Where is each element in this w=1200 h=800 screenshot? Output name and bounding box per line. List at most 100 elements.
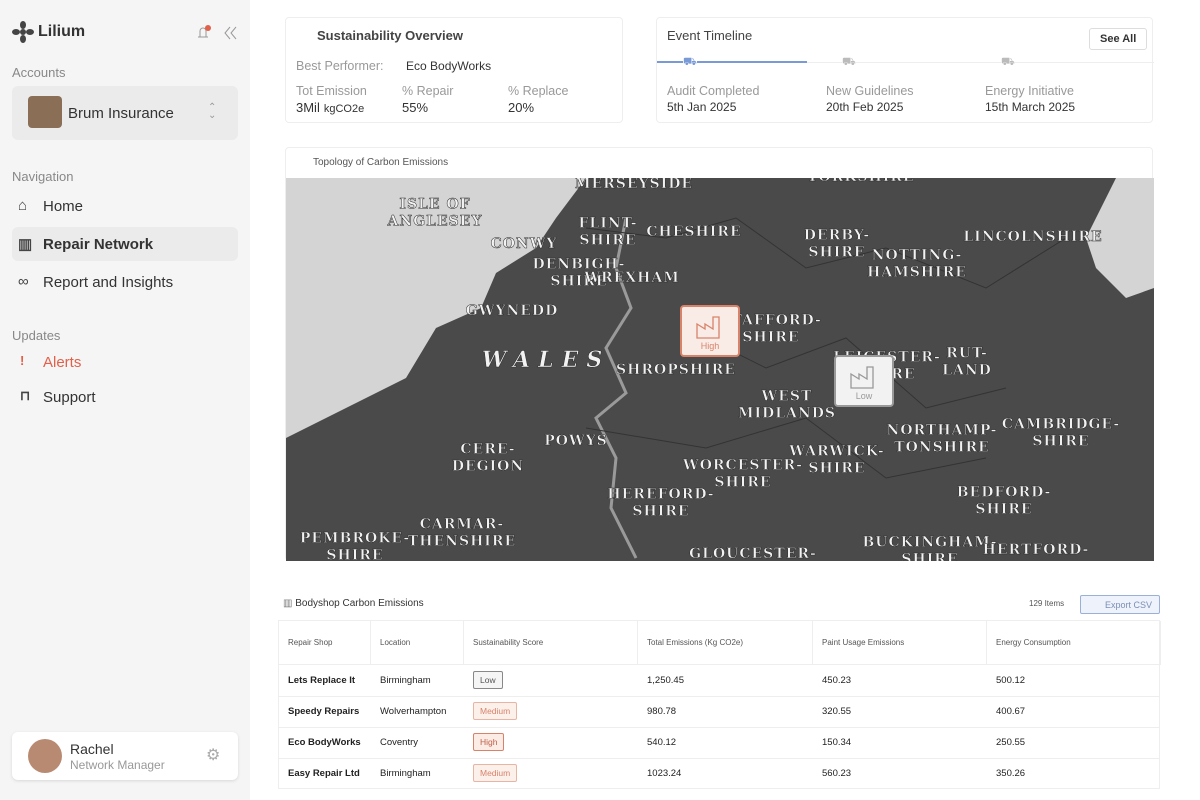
- map-label: SHIRE: [326, 548, 383, 562]
- event-date: 15th March 2025: [985, 100, 1076, 114]
- cell: 320.55: [822, 706, 852, 717]
- map-label: GWYNEDD: [466, 303, 558, 319]
- card-title: Sustainability Overview: [317, 28, 463, 43]
- cell: 540.12: [647, 737, 677, 748]
- nav-icon: ⌂: [18, 197, 28, 214]
- map-label: HAMSHIRE: [867, 265, 967, 281]
- map-label: CARMAR-: [420, 517, 504, 533]
- account-select[interactable]: Brum Insurance ⌃ ⌄: [12, 86, 238, 140]
- column-header: Energy Consumption: [987, 621, 1161, 665]
- map-label: CHESHIRE: [646, 224, 741, 240]
- map-label: SHIRE: [550, 274, 607, 290]
- score-pill: Low: [473, 671, 503, 689]
- stat-value: 20%: [508, 100, 534, 115]
- map-label: FLINT-: [578, 216, 637, 232]
- map-label: MIDLANDS: [738, 406, 836, 422]
- section-label: Navigation: [12, 169, 74, 184]
- map-label: SHIRE: [742, 330, 799, 346]
- map-label: DERBY-: [804, 228, 870, 244]
- update-item[interactable]: Alerts!: [20, 353, 82, 371]
- nav-item[interactable]: Repair Network ▥: [12, 227, 238, 261]
- event-icon: ⛟: [1001, 56, 1015, 70]
- update-icon: ⊓: [20, 388, 31, 403]
- cell: Lets Replace It: [288, 675, 356, 686]
- event-title: Audit Completed: [667, 84, 760, 98]
- table-title-wrap: ▥ Bodyshop Carbon Emissions: [283, 598, 424, 609]
- user-name: Rachel: [70, 741, 114, 757]
- event-icon: ⛟: [842, 56, 856, 70]
- map-label: SHIRE: [714, 475, 771, 491]
- cell: Speedy Repairs: [288, 706, 360, 717]
- marker-box: [680, 305, 740, 357]
- stat-number: 55%: [402, 100, 429, 115]
- nav-icon: ∞: [18, 273, 29, 290]
- map-label: POWYS: [544, 433, 608, 449]
- score-pill: Medium: [473, 764, 518, 782]
- facility-marker[interactable]: High: [680, 305, 740, 357]
- facility-marker[interactable]: Low: [834, 355, 894, 407]
- event-date: 20th Feb 2025: [826, 100, 904, 114]
- settings[interactable]: ⚙: [206, 747, 221, 764]
- row-divider: [279, 758, 1159, 759]
- map-label: CAMBRIDGE-: [1002, 417, 1120, 433]
- map-label: PEMBROKE-: [300, 531, 410, 547]
- map-label: SHIRE: [1032, 434, 1089, 450]
- cell: Eco BodyWorks: [288, 737, 361, 748]
- map-label: NORTHAMP-: [887, 423, 998, 439]
- best-label: Best Performer:: [296, 59, 384, 73]
- map-label: STAFFORD-: [720, 313, 822, 329]
- map-label: SHROPSHIRE: [616, 362, 736, 378]
- map-label: CERE-: [460, 442, 515, 458]
- score-pill: High: [473, 733, 505, 751]
- cell: Coventry: [380, 737, 419, 748]
- map-label: MERSEYSIDE: [575, 178, 693, 192]
- table: Repair Shop Location Sustainability Score T…: [278, 620, 1161, 789]
- user-card[interactable]: Rachel Network Manager ⚙: [12, 732, 238, 780]
- map-label: SHIRE: [975, 502, 1032, 518]
- logo: [12, 21, 34, 43]
- header-icons[interactable]: [194, 24, 238, 42]
- account-logo: [28, 96, 62, 128]
- item-count: 129 Items: [1029, 599, 1065, 608]
- see-all[interactable]: See All: [1089, 28, 1148, 50]
- update-item[interactable]: Support ⊓: [20, 388, 96, 406]
- map-label: NOTTING-: [872, 248, 963, 264]
- card-title: Event Timeline: [667, 28, 753, 43]
- row-divider: [279, 727, 1159, 728]
- map-label: WREXHAM: [583, 270, 679, 286]
- event-icon: ⛟: [683, 56, 697, 70]
- event-title: New Guidelines: [826, 84, 914, 98]
- overview-card: Sustainability Overview Best Performer: …: [285, 17, 623, 123]
- update-icon: !: [20, 353, 25, 368]
- stat-unit: kgCO2e: [323, 103, 365, 115]
- card-title: Topology of Carbon Emissions: [313, 157, 449, 168]
- row-divider: [279, 696, 1159, 697]
- stat-number: 3Mil: [296, 100, 320, 115]
- map-label: BUCKINGHAM-: [862, 535, 997, 551]
- map-label: ISLE OF: [399, 197, 470, 213]
- nav-item[interactable]: Report and Insights ∞: [18, 273, 174, 291]
- map-label: HEREFORD-: [607, 487, 714, 503]
- table-title: Bodyshop Carbon Emissions: [295, 598, 424, 609]
- map-label: SHIRE: [901, 552, 958, 562]
- export-button[interactable]: Export CSV: [1080, 595, 1160, 614]
- map-label: SHIRE: [808, 461, 865, 477]
- cell: 450.23: [822, 675, 852, 686]
- nav-icon: ▥: [18, 236, 33, 253]
- map-label: WORCESTER-: [682, 458, 803, 474]
- stat-value: 3Mil kgCO2e: [296, 100, 364, 115]
- map-label: SHIRE: [808, 245, 865, 261]
- map-label: DEGION: [452, 459, 524, 475]
- nav-item[interactable]: Home ⌂: [18, 197, 84, 215]
- cell: 560.23: [822, 768, 852, 779]
- map-label: WARWICK-: [788, 444, 884, 460]
- cell: Easy Repair Ltd: [288, 768, 360, 779]
- map-label: RUT-: [946, 346, 988, 362]
- cell: 1023.24: [647, 768, 682, 779]
- stat-label: % Repair: [402, 84, 454, 98]
- column-header: Location: [371, 621, 464, 665]
- cell: 350.26: [996, 768, 1026, 779]
